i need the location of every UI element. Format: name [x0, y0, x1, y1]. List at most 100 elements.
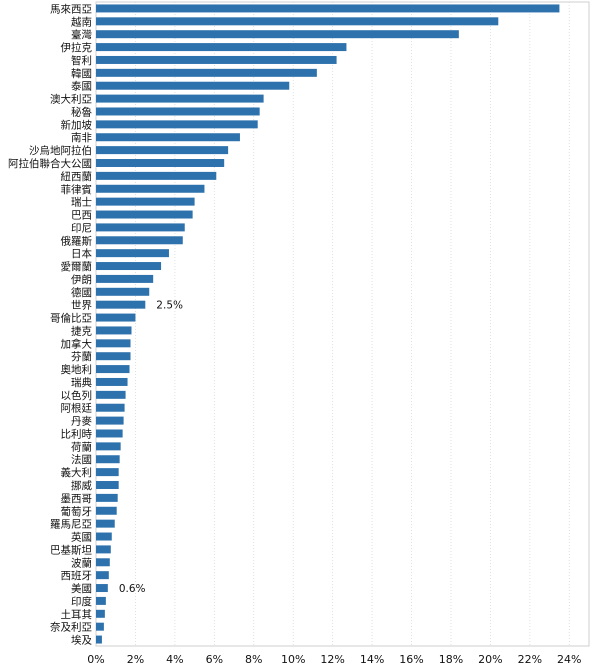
- bar: [96, 352, 131, 361]
- x-tick-label: 12%: [320, 653, 344, 666]
- bar: [96, 94, 264, 103]
- bar: [96, 81, 290, 90]
- category-label: 義大利: [61, 466, 93, 479]
- category-label: 羅馬尼亞: [50, 519, 92, 531]
- category-label: 伊朗: [71, 274, 92, 286]
- category-label: 英國: [71, 531, 92, 544]
- category-label: 阿根廷: [61, 402, 93, 415]
- x-tick-label: 4%: [166, 653, 183, 666]
- category-label: 哥倫比亞: [50, 312, 92, 325]
- category-label: 瑞典: [71, 376, 92, 389]
- bar: [96, 622, 104, 631]
- bar: [96, 4, 560, 13]
- bar: [96, 416, 124, 425]
- bar: [96, 596, 106, 605]
- category-label: 日本: [71, 247, 92, 260]
- category-label: 法國: [71, 453, 92, 466]
- bar: [96, 532, 112, 541]
- category-label: 波蘭: [71, 556, 92, 569]
- bars: [96, 4, 560, 644]
- category-label: 美國: [71, 582, 92, 595]
- category-label: 南非: [71, 131, 92, 144]
- category-label: 丹麥: [71, 415, 92, 428]
- data-label: 0.6%: [119, 583, 146, 595]
- category-label: 澳大利亞: [50, 93, 92, 106]
- category-label: 印尼: [71, 222, 92, 234]
- category-label: 奧地利: [61, 363, 93, 376]
- bar: [96, 17, 499, 26]
- bar: [96, 442, 121, 451]
- category-label: 墨西哥: [61, 493, 93, 505]
- bar: [96, 262, 162, 271]
- x-tick-label: 22%: [518, 653, 542, 666]
- x-tick-label: 14%: [360, 653, 384, 666]
- x-tick-label: 6%: [206, 653, 223, 666]
- bar: [96, 365, 130, 374]
- bar: [96, 339, 131, 348]
- bar: [96, 120, 258, 129]
- bar: [96, 43, 347, 52]
- bar: [96, 313, 136, 322]
- bar: [96, 133, 240, 142]
- bar: [96, 506, 117, 515]
- bar: [96, 455, 120, 464]
- category-label: 埃及: [71, 634, 92, 647]
- category-label: 菲律賓: [61, 183, 93, 196]
- category-label: 馬來西亞: [50, 3, 92, 15]
- bar: [96, 326, 132, 335]
- bar: [96, 107, 260, 116]
- x-tick-label: 20%: [478, 653, 502, 666]
- bar: [96, 609, 105, 618]
- category-label: 土耳其: [61, 608, 93, 621]
- bar: [96, 558, 110, 567]
- bar: [96, 429, 123, 438]
- category-label: 印度: [71, 595, 92, 608]
- category-label: 泰國: [71, 80, 92, 93]
- x-tick-label: 0%: [87, 653, 104, 666]
- category-label: 俄羅斯: [61, 234, 93, 247]
- bar: [96, 55, 337, 64]
- bar: [96, 159, 225, 167]
- grid-lines: [95, 1, 590, 647]
- category-label: 臺灣: [71, 28, 92, 41]
- category-labels: 馬來西亞越南臺灣伊拉克智利韓國泰國澳大利亞秘魯新加坡南非沙烏地阿拉伯阿拉伯聯合大…: [8, 3, 92, 646]
- x-axis-ticks: 0% 2% 4% 6% 8% 10% 12% 14% 16% 18% 20% 22% 24%: [87, 653, 581, 666]
- x-tick-label: 24%: [557, 653, 581, 666]
- bar: [96, 274, 154, 283]
- bar: [96, 468, 119, 477]
- category-label: 阿拉伯聯合大公國: [8, 157, 92, 170]
- bar: [96, 635, 102, 644]
- category-label: 紐西蘭: [61, 170, 93, 183]
- bar: [96, 584, 108, 593]
- category-label: 瑞士: [71, 196, 92, 209]
- category-label: 德國: [71, 286, 92, 299]
- category-label: 秘魯: [71, 105, 92, 118]
- category-label: 韓國: [71, 68, 92, 80]
- bar: [96, 481, 119, 489]
- category-label: 西班牙: [61, 570, 93, 582]
- x-tick-label: 16%: [399, 653, 423, 666]
- bar: [96, 249, 169, 258]
- bar: [96, 171, 217, 180]
- category-label: 智利: [71, 54, 92, 67]
- annotations: 2.5% 0.6%: [119, 300, 183, 595]
- bar: [96, 146, 229, 155]
- bar: [96, 390, 126, 399]
- category-label: 加拿大: [61, 337, 93, 350]
- category-label: 伊拉克: [61, 41, 93, 54]
- bar: [96, 519, 115, 528]
- category-label: 巴基斯坦: [50, 543, 92, 556]
- bar: [96, 223, 185, 232]
- bar: [96, 210, 193, 219]
- x-tick-label: 10%: [281, 653, 305, 666]
- category-label: 愛爾蘭: [61, 260, 93, 273]
- x-tick-label: 2%: [127, 653, 144, 666]
- bar: [96, 184, 205, 193]
- bar: [96, 287, 150, 296]
- category-label: 芬蘭: [71, 350, 92, 363]
- bar: [96, 236, 183, 245]
- category-label: 新加坡: [61, 118, 93, 131]
- category-label: 奈及利亞: [50, 621, 92, 634]
- category-label: 挪威: [71, 479, 92, 492]
